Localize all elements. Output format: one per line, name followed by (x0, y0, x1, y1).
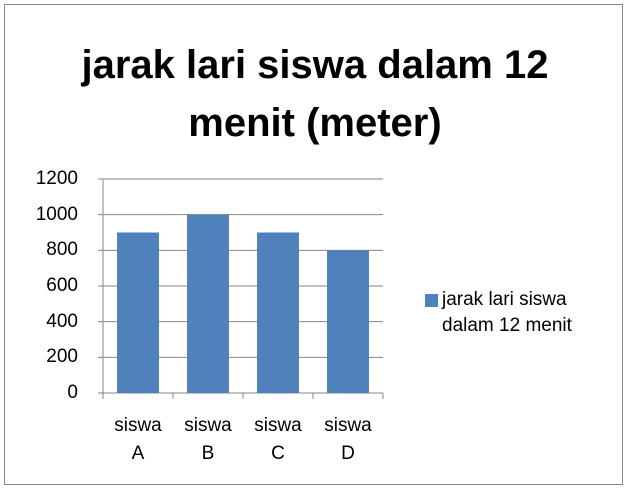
legend-label: jarak lari siswa dalam 12 menit (442, 289, 572, 336)
y-tick-label: 600 (46, 275, 78, 296)
y-tick-label: 1200 (35, 168, 78, 189)
y-tick-label: 400 (46, 310, 78, 332)
x-tick-label: siswa A (114, 415, 162, 464)
bar (187, 214, 229, 393)
y-tick-label: 200 (46, 346, 78, 368)
chart-border (4, 4, 623, 485)
y-tick-label: 800 (46, 239, 78, 261)
x-tick-label: siswa C (254, 415, 302, 464)
bar (117, 232, 159, 393)
y-tick-label: 1000 (35, 203, 78, 225)
bar (257, 232, 299, 393)
y-tick-label: 0 (67, 382, 78, 403)
bar (327, 250, 369, 393)
x-tick-label: siswa B (184, 415, 232, 464)
x-tick-label: siswa D (324, 415, 372, 464)
legend-marker (425, 294, 438, 307)
chart-title: jarak lari siswa dalam 12 menit (meter) (81, 43, 549, 145)
